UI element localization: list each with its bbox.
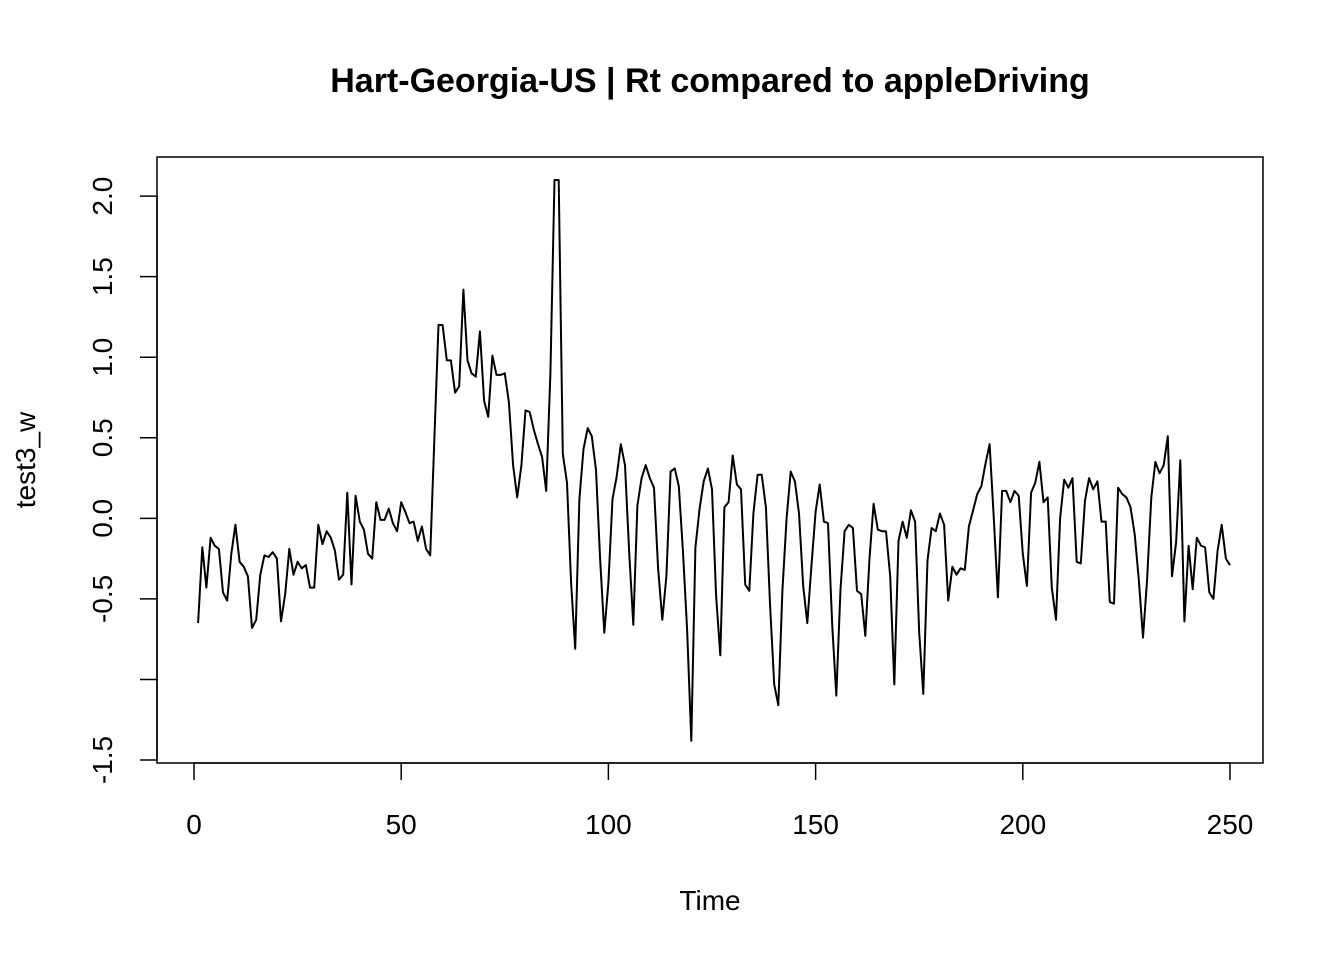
chart-title: Hart-Georgia-US | Rt compared to appleDr… bbox=[330, 62, 1090, 100]
x-tick-label: 100 bbox=[585, 809, 632, 840]
y-tick-label: 2.0 bbox=[87, 177, 118, 216]
series-line bbox=[197, 179, 1231, 742]
y-tick-label: 0.5 bbox=[87, 418, 118, 457]
y-axis-label: test3_w bbox=[10, 411, 41, 508]
x-tick-label: 50 bbox=[386, 809, 417, 840]
y-tick-label: 1.0 bbox=[87, 338, 118, 377]
y-axis: -1.5 -0.5 0.0 0.5 1.0 1.5 2.0 bbox=[87, 177, 158, 784]
x-tick-label: 0 bbox=[186, 809, 202, 840]
x-tick-label: 200 bbox=[999, 809, 1046, 840]
x-axis: 0 50 100 150 200 250 bbox=[186, 762, 1254, 840]
y-tick-label: -1.5 bbox=[87, 736, 118, 784]
plot-frame bbox=[156, 156, 1264, 764]
y-tick-label: 1.5 bbox=[87, 257, 118, 296]
y-tick-label: 0.0 bbox=[87, 499, 118, 538]
x-tick-label: 250 bbox=[1207, 809, 1254, 840]
x-axis-label: Time bbox=[679, 885, 740, 916]
y-tick-label: -0.5 bbox=[87, 575, 118, 623]
x-tick-label: 150 bbox=[792, 809, 839, 840]
